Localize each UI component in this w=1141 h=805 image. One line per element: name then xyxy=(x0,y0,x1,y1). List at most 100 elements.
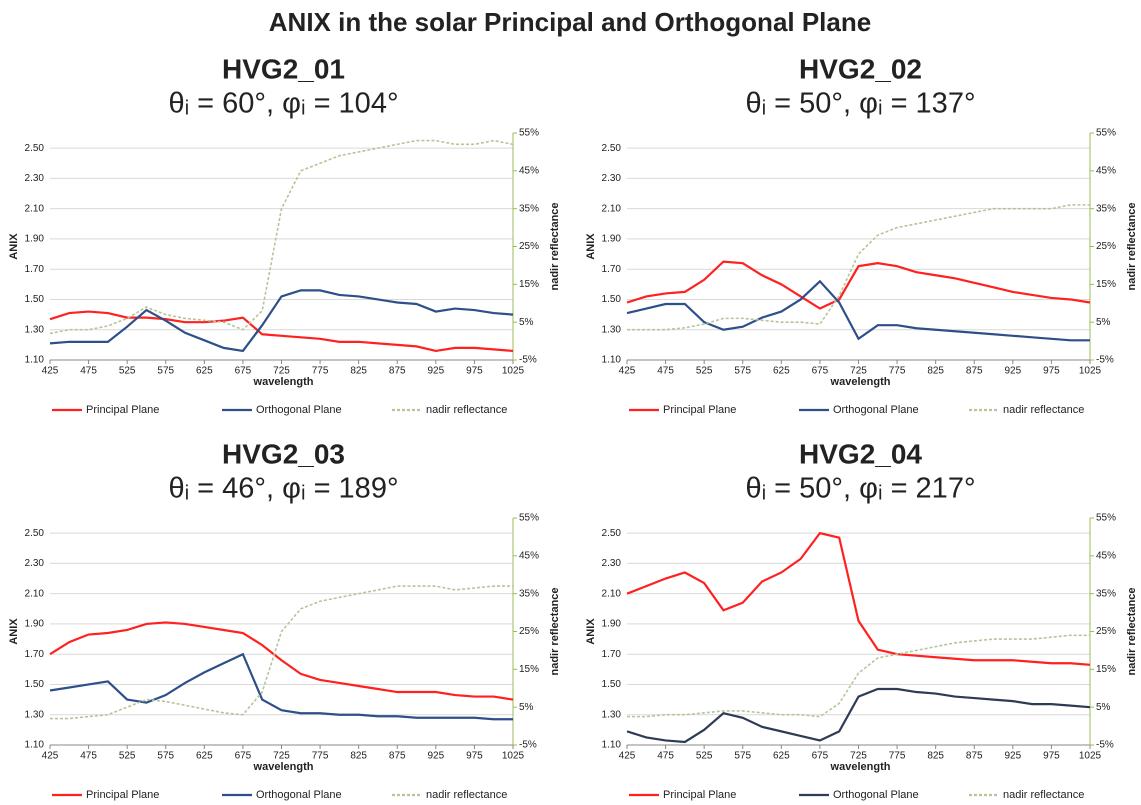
y2-tick-label: 55% xyxy=(519,128,539,139)
figure-title: ANIX in the solar Principal and Orthogon… xyxy=(269,7,871,37)
y2-tick-label: 5% xyxy=(519,317,534,328)
y-tick-label: 2.50 xyxy=(25,143,45,154)
series-line xyxy=(49,310,514,353)
chart-title: HVG2_02 xyxy=(799,53,922,84)
x-tick-label: 675 xyxy=(812,751,829,762)
y-tick-label: 1.10 xyxy=(602,355,622,366)
x-tick-label: 625 xyxy=(773,366,790,377)
x-tick-label: 925 xyxy=(1004,366,1021,377)
chart-subtitle: θᵢ = 46°, φᵢ = 189° xyxy=(168,473,398,505)
chart-subtitle: θᵢ = 50°, φᵢ = 217° xyxy=(745,473,975,505)
y-tick-label: 1.70 xyxy=(602,264,622,275)
legend-label: Orthogonal Plane xyxy=(833,789,919,801)
y2-axis-label: nadir reflectance xyxy=(1126,202,1138,290)
x-tick-label: 475 xyxy=(657,366,674,377)
x-tick-label: 475 xyxy=(80,366,97,377)
y2-tick-label: 45% xyxy=(519,550,539,561)
y2-tick-label: 45% xyxy=(1096,165,1116,176)
x-tick-label: 475 xyxy=(657,751,674,762)
y2-tick-label: 25% xyxy=(1096,241,1116,252)
x-tick-label: 575 xyxy=(734,751,751,762)
x-tick-label: 425 xyxy=(619,751,636,762)
x-axis-label: wavelength xyxy=(830,376,891,388)
series-line xyxy=(626,260,1091,310)
y2-tick-label: 5% xyxy=(1096,702,1111,713)
x-axis-label: wavelength xyxy=(253,376,314,388)
y2-tick-label: 15% xyxy=(1096,279,1116,290)
x-tick-label: 1025 xyxy=(502,751,525,762)
x-tick-label: 525 xyxy=(696,751,713,762)
y-tick-label: 1.90 xyxy=(25,234,45,245)
x-tick-label: 725 xyxy=(273,751,290,762)
x-tick-label: 625 xyxy=(196,366,213,377)
y-tick-label: 1.30 xyxy=(25,709,45,720)
x-axis-label: wavelength xyxy=(830,761,891,773)
x-tick-label: 525 xyxy=(119,366,136,377)
y-tick-label: 1.70 xyxy=(25,649,45,660)
y-tick-label: 1.10 xyxy=(25,355,45,366)
y-tick-label: 2.50 xyxy=(602,528,622,539)
legend-label: Principal Plane xyxy=(663,404,736,416)
legend-label: Orthogonal Plane xyxy=(833,404,919,416)
series-line xyxy=(49,652,513,721)
y-tick-label: 1.50 xyxy=(602,679,622,690)
x-tick-label: 675 xyxy=(235,751,252,762)
y-tick-label: 1.90 xyxy=(25,619,45,630)
y-tick-label: 2.50 xyxy=(25,528,45,539)
x-tick-label: 725 xyxy=(850,366,867,377)
y2-tick-label: 5% xyxy=(1096,317,1111,328)
y-tick-label: 2.30 xyxy=(602,558,622,569)
y-tick-label: 2.30 xyxy=(602,173,622,184)
x-tick-label: 725 xyxy=(850,751,867,762)
series-line xyxy=(627,634,1090,718)
y2-tick-label: -5% xyxy=(1096,355,1114,366)
x-tick-label: 825 xyxy=(350,751,367,762)
x-tick-label: 875 xyxy=(389,366,406,377)
y2-tick-label: 15% xyxy=(519,664,539,675)
x-tick-label: 775 xyxy=(312,366,329,377)
y2-tick-label: 45% xyxy=(519,165,539,176)
x-tick-label: 425 xyxy=(42,366,59,377)
x-tick-label: 825 xyxy=(927,751,944,762)
x-tick-label: 625 xyxy=(773,751,790,762)
legend-label: nadir reflectance xyxy=(426,404,507,416)
x-tick-label: 975 xyxy=(466,366,483,377)
y-axis-label: ANIX xyxy=(585,233,597,260)
x-tick-label: 925 xyxy=(1004,751,1021,762)
legend-label: Principal Plane xyxy=(86,789,159,801)
x-tick-label: 475 xyxy=(80,751,97,762)
y-tick-label: 1.90 xyxy=(602,234,622,245)
y2-tick-label: 45% xyxy=(1096,550,1116,561)
series-line xyxy=(50,585,513,720)
series-line xyxy=(49,621,514,701)
chart-title: HVG2_01 xyxy=(222,53,345,84)
y-tick-label: 2.30 xyxy=(25,558,45,569)
y2-tick-label: 15% xyxy=(1096,664,1116,675)
y2-tick-label: -5% xyxy=(519,355,537,366)
y-tick-label: 2.10 xyxy=(25,203,45,214)
y-tick-label: 1.50 xyxy=(25,294,45,305)
y2-axis-label: nadir reflectance xyxy=(549,587,561,675)
x-tick-label: 575 xyxy=(157,751,174,762)
y-tick-label: 1.70 xyxy=(25,264,45,275)
legend-label: nadir reflectance xyxy=(1003,789,1084,801)
chart-subtitle: θᵢ = 60°, φᵢ = 104° xyxy=(168,88,398,120)
chart-subtitle: θᵢ = 50°, φᵢ = 137° xyxy=(745,88,975,120)
y2-tick-label: 5% xyxy=(519,702,534,713)
legend-label: nadir reflectance xyxy=(426,789,507,801)
x-tick-label: 925 xyxy=(427,366,444,377)
x-tick-label: 1025 xyxy=(1079,366,1102,377)
y2-tick-label: 25% xyxy=(1096,626,1116,637)
y-tick-label: 1.30 xyxy=(25,324,45,335)
legend-label: nadir reflectance xyxy=(1003,404,1084,416)
x-tick-label: 875 xyxy=(966,366,983,377)
x-axis-label: wavelength xyxy=(253,761,314,773)
y-tick-label: 1.30 xyxy=(602,324,622,335)
y-tick-label: 1.50 xyxy=(602,294,622,305)
x-tick-label: 625 xyxy=(196,751,213,762)
y-tick-label: 2.30 xyxy=(25,173,45,184)
y2-tick-label: 25% xyxy=(519,241,539,252)
y2-tick-label: -5% xyxy=(519,740,537,751)
x-tick-label: 825 xyxy=(350,366,367,377)
